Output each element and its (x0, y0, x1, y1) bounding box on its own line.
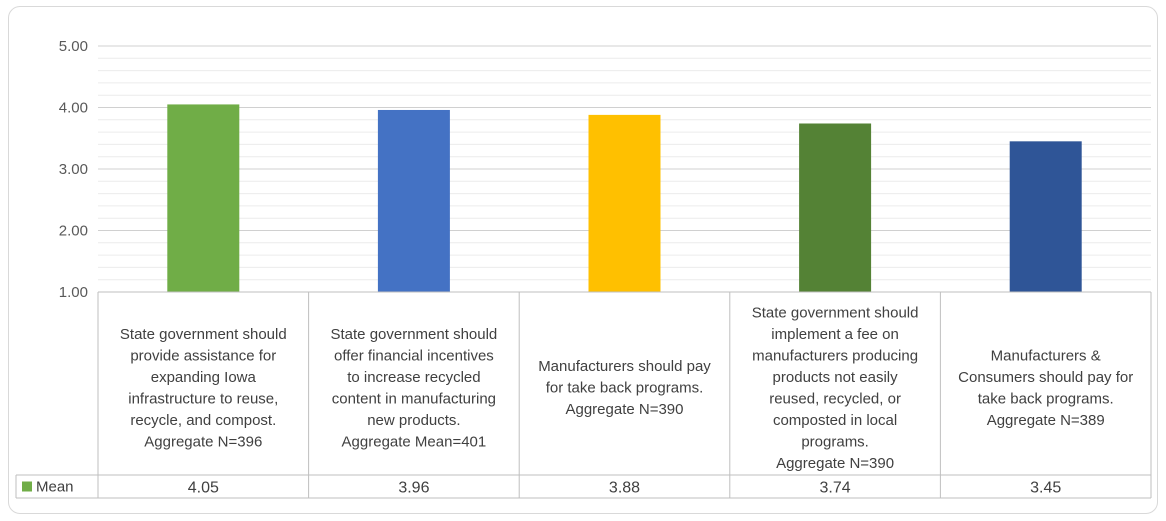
category-label-line: provide assistance for (130, 347, 276, 364)
bar (377, 109, 450, 293)
data-label: 3.88 (609, 480, 640, 497)
category-label-line: Consumers should pay for (958, 369, 1133, 386)
y-tick-label: 3.00 (59, 161, 88, 178)
category-label-line: Manufacturers & (991, 347, 1101, 364)
category-label-line: new products. (367, 412, 460, 429)
category-label-line: recycle, and compost. (130, 412, 276, 429)
category-label-line: manufacturers producing (752, 347, 918, 364)
category-label-line: Aggregate N=390 (565, 401, 683, 418)
y-tick-label: 4.00 (59, 100, 88, 117)
category-label-line: to increase recycled (347, 369, 480, 386)
category-label-line: State government should (331, 326, 498, 343)
bar (1009, 141, 1082, 292)
category-label-line: take back programs. (978, 390, 1114, 407)
legend-key (22, 481, 32, 492)
category-label-line: offer financial incentives (334, 347, 494, 364)
data-label: 3.45 (1030, 480, 1061, 497)
category-label-line: Aggregate Mean=401 (342, 433, 487, 450)
legend-label: Mean (36, 479, 74, 496)
category-label-line: expanding Iowa (151, 369, 257, 386)
category-label-line: Aggregate N=390 (776, 455, 894, 472)
y-tick-label: 2.00 (59, 223, 88, 240)
bar (588, 114, 661, 292)
data-label: 3.96 (398, 480, 429, 497)
y-tick-label: 5.00 (59, 38, 88, 55)
category-label-line: composted in local (773, 412, 897, 429)
category-label: Manufacturers should pay for take back pr… (538, 358, 711, 418)
data-table: State government should provide assistanc… (15, 291, 1152, 499)
y-tick-label: 1.00 (59, 284, 88, 301)
category-label-line: Manufacturers should pay (538, 358, 711, 375)
category-label-line: infrastructure to reuse, (128, 390, 278, 407)
category-label-line: products not easily (773, 369, 899, 386)
category-label-line: Aggregate N=389 (987, 412, 1105, 429)
data-label: 3.74 (820, 480, 851, 497)
category-label: State government should implement a fee o… (752, 304, 919, 472)
category-label-line: programs. (801, 433, 869, 450)
y-axis-tick-labels: 1.00 2.00 3.00 4.00 5.00 (59, 38, 88, 301)
category-label-line: Aggregate N=396 (144, 433, 262, 450)
category-label: Manufacturers & Consumers should pay for t… (958, 347, 1133, 429)
bar (167, 104, 240, 292)
category-label: State government should provide assistanc… (120, 326, 287, 451)
category-label-line: implement a fee on (771, 326, 899, 343)
category-label-line: State government should (120, 326, 287, 343)
category-label-line: for take back programs. (546, 380, 704, 397)
data-label: 4.05 (188, 480, 219, 497)
bars (167, 104, 1082, 293)
category-label-line: State government should (752, 304, 919, 321)
bar (799, 123, 872, 293)
category-label-line: reused, recycled, or (769, 390, 901, 407)
category-label-line: content in manufacturing (332, 390, 496, 407)
category-label: State government should offer financial i… (331, 326, 498, 451)
